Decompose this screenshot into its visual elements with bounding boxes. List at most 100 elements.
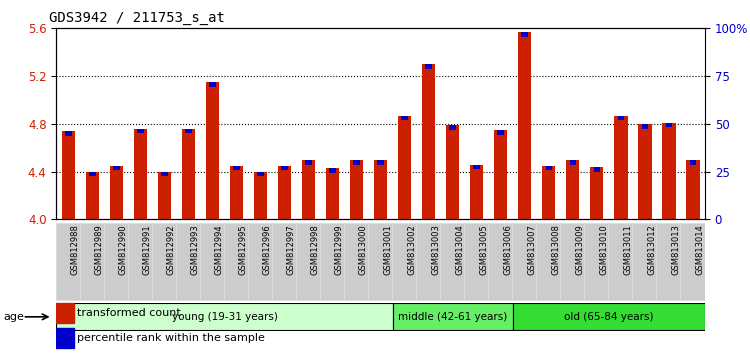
Bar bbox=[465, 224, 488, 300]
Text: middle (42-61 years): middle (42-61 years) bbox=[398, 312, 507, 322]
Bar bbox=[518, 32, 532, 219]
Text: GSM813005: GSM813005 bbox=[479, 224, 488, 275]
Bar bbox=[497, 130, 504, 135]
Text: percentile rank within the sample: percentile rank within the sample bbox=[77, 333, 266, 343]
Bar bbox=[350, 160, 363, 219]
Bar bbox=[206, 82, 219, 219]
Text: GSM812988: GSM812988 bbox=[70, 224, 80, 275]
Bar bbox=[233, 166, 240, 171]
Bar bbox=[201, 224, 224, 300]
Bar bbox=[585, 224, 608, 300]
Bar bbox=[57, 224, 80, 300]
Text: GSM812990: GSM812990 bbox=[118, 224, 128, 275]
Bar bbox=[537, 224, 560, 300]
Bar bbox=[113, 166, 119, 171]
Text: GSM812997: GSM812997 bbox=[287, 224, 296, 275]
Bar bbox=[56, 303, 393, 330]
Bar bbox=[393, 224, 416, 300]
Text: GSM812998: GSM812998 bbox=[311, 224, 320, 275]
Bar bbox=[345, 224, 368, 300]
Bar bbox=[86, 172, 99, 219]
Text: GSM813012: GSM813012 bbox=[647, 224, 656, 275]
Bar bbox=[609, 224, 632, 300]
Bar bbox=[225, 224, 248, 300]
Text: GSM812996: GSM812996 bbox=[263, 224, 272, 275]
Bar bbox=[561, 224, 584, 300]
Bar bbox=[422, 64, 435, 219]
Text: GSM813009: GSM813009 bbox=[575, 224, 584, 275]
Bar bbox=[56, 303, 74, 323]
Text: GSM813011: GSM813011 bbox=[623, 224, 632, 275]
Text: GSM812992: GSM812992 bbox=[166, 224, 176, 275]
Bar bbox=[153, 224, 176, 300]
Bar bbox=[297, 224, 320, 300]
Bar bbox=[230, 166, 243, 219]
Bar bbox=[686, 160, 700, 219]
Bar bbox=[158, 172, 171, 219]
Bar bbox=[449, 125, 456, 130]
Text: GSM813010: GSM813010 bbox=[599, 224, 608, 275]
Text: GSM812993: GSM812993 bbox=[190, 224, 200, 275]
Bar bbox=[401, 115, 408, 120]
Bar bbox=[417, 224, 440, 300]
Bar bbox=[302, 160, 315, 219]
Bar bbox=[614, 115, 628, 219]
Bar bbox=[521, 32, 528, 37]
Bar bbox=[129, 224, 152, 300]
Text: GSM813007: GSM813007 bbox=[527, 224, 536, 275]
Bar bbox=[105, 224, 128, 300]
Bar bbox=[473, 165, 480, 169]
Bar bbox=[566, 160, 580, 219]
Bar bbox=[593, 167, 600, 172]
Bar bbox=[494, 130, 507, 219]
Bar bbox=[617, 115, 624, 120]
Bar bbox=[329, 168, 336, 173]
Bar bbox=[81, 224, 104, 300]
Bar bbox=[137, 129, 144, 133]
Text: GSM813014: GSM813014 bbox=[695, 224, 704, 275]
Text: GSM812999: GSM812999 bbox=[335, 224, 344, 275]
Bar bbox=[177, 224, 200, 300]
Bar bbox=[489, 224, 512, 300]
Text: GSM813002: GSM813002 bbox=[407, 224, 416, 275]
Text: GSM813013: GSM813013 bbox=[671, 224, 680, 275]
Bar bbox=[185, 129, 192, 133]
Text: GDS3942 / 211753_s_at: GDS3942 / 211753_s_at bbox=[49, 11, 225, 25]
Bar bbox=[353, 160, 360, 165]
Bar bbox=[278, 166, 291, 219]
Bar bbox=[662, 123, 676, 219]
Bar bbox=[377, 160, 384, 165]
Bar bbox=[666, 123, 672, 127]
Bar bbox=[513, 303, 705, 330]
Bar bbox=[273, 224, 296, 300]
Bar bbox=[446, 125, 459, 219]
Text: age: age bbox=[4, 312, 25, 322]
Bar bbox=[569, 160, 576, 165]
Bar bbox=[321, 224, 344, 300]
Bar bbox=[441, 224, 464, 300]
Bar bbox=[89, 172, 95, 176]
Bar bbox=[110, 166, 123, 219]
Bar bbox=[305, 160, 312, 165]
Bar bbox=[682, 224, 704, 300]
Bar bbox=[690, 160, 696, 165]
Bar bbox=[590, 167, 604, 219]
Bar bbox=[209, 82, 216, 87]
Bar bbox=[254, 172, 267, 219]
Bar bbox=[249, 224, 272, 300]
Bar bbox=[374, 160, 387, 219]
Bar bbox=[326, 168, 339, 219]
Bar bbox=[542, 166, 556, 219]
Text: GSM812989: GSM812989 bbox=[94, 224, 104, 275]
Text: GSM813006: GSM813006 bbox=[503, 224, 512, 275]
Bar bbox=[161, 172, 168, 176]
Bar bbox=[281, 166, 288, 171]
Bar bbox=[65, 131, 71, 136]
Text: GSM813004: GSM813004 bbox=[455, 224, 464, 275]
Bar bbox=[425, 64, 432, 69]
Text: GSM812995: GSM812995 bbox=[238, 224, 248, 275]
Text: transformed count: transformed count bbox=[77, 308, 181, 318]
Bar bbox=[182, 129, 195, 219]
Text: GSM813000: GSM813000 bbox=[359, 224, 368, 275]
Bar bbox=[398, 115, 411, 219]
